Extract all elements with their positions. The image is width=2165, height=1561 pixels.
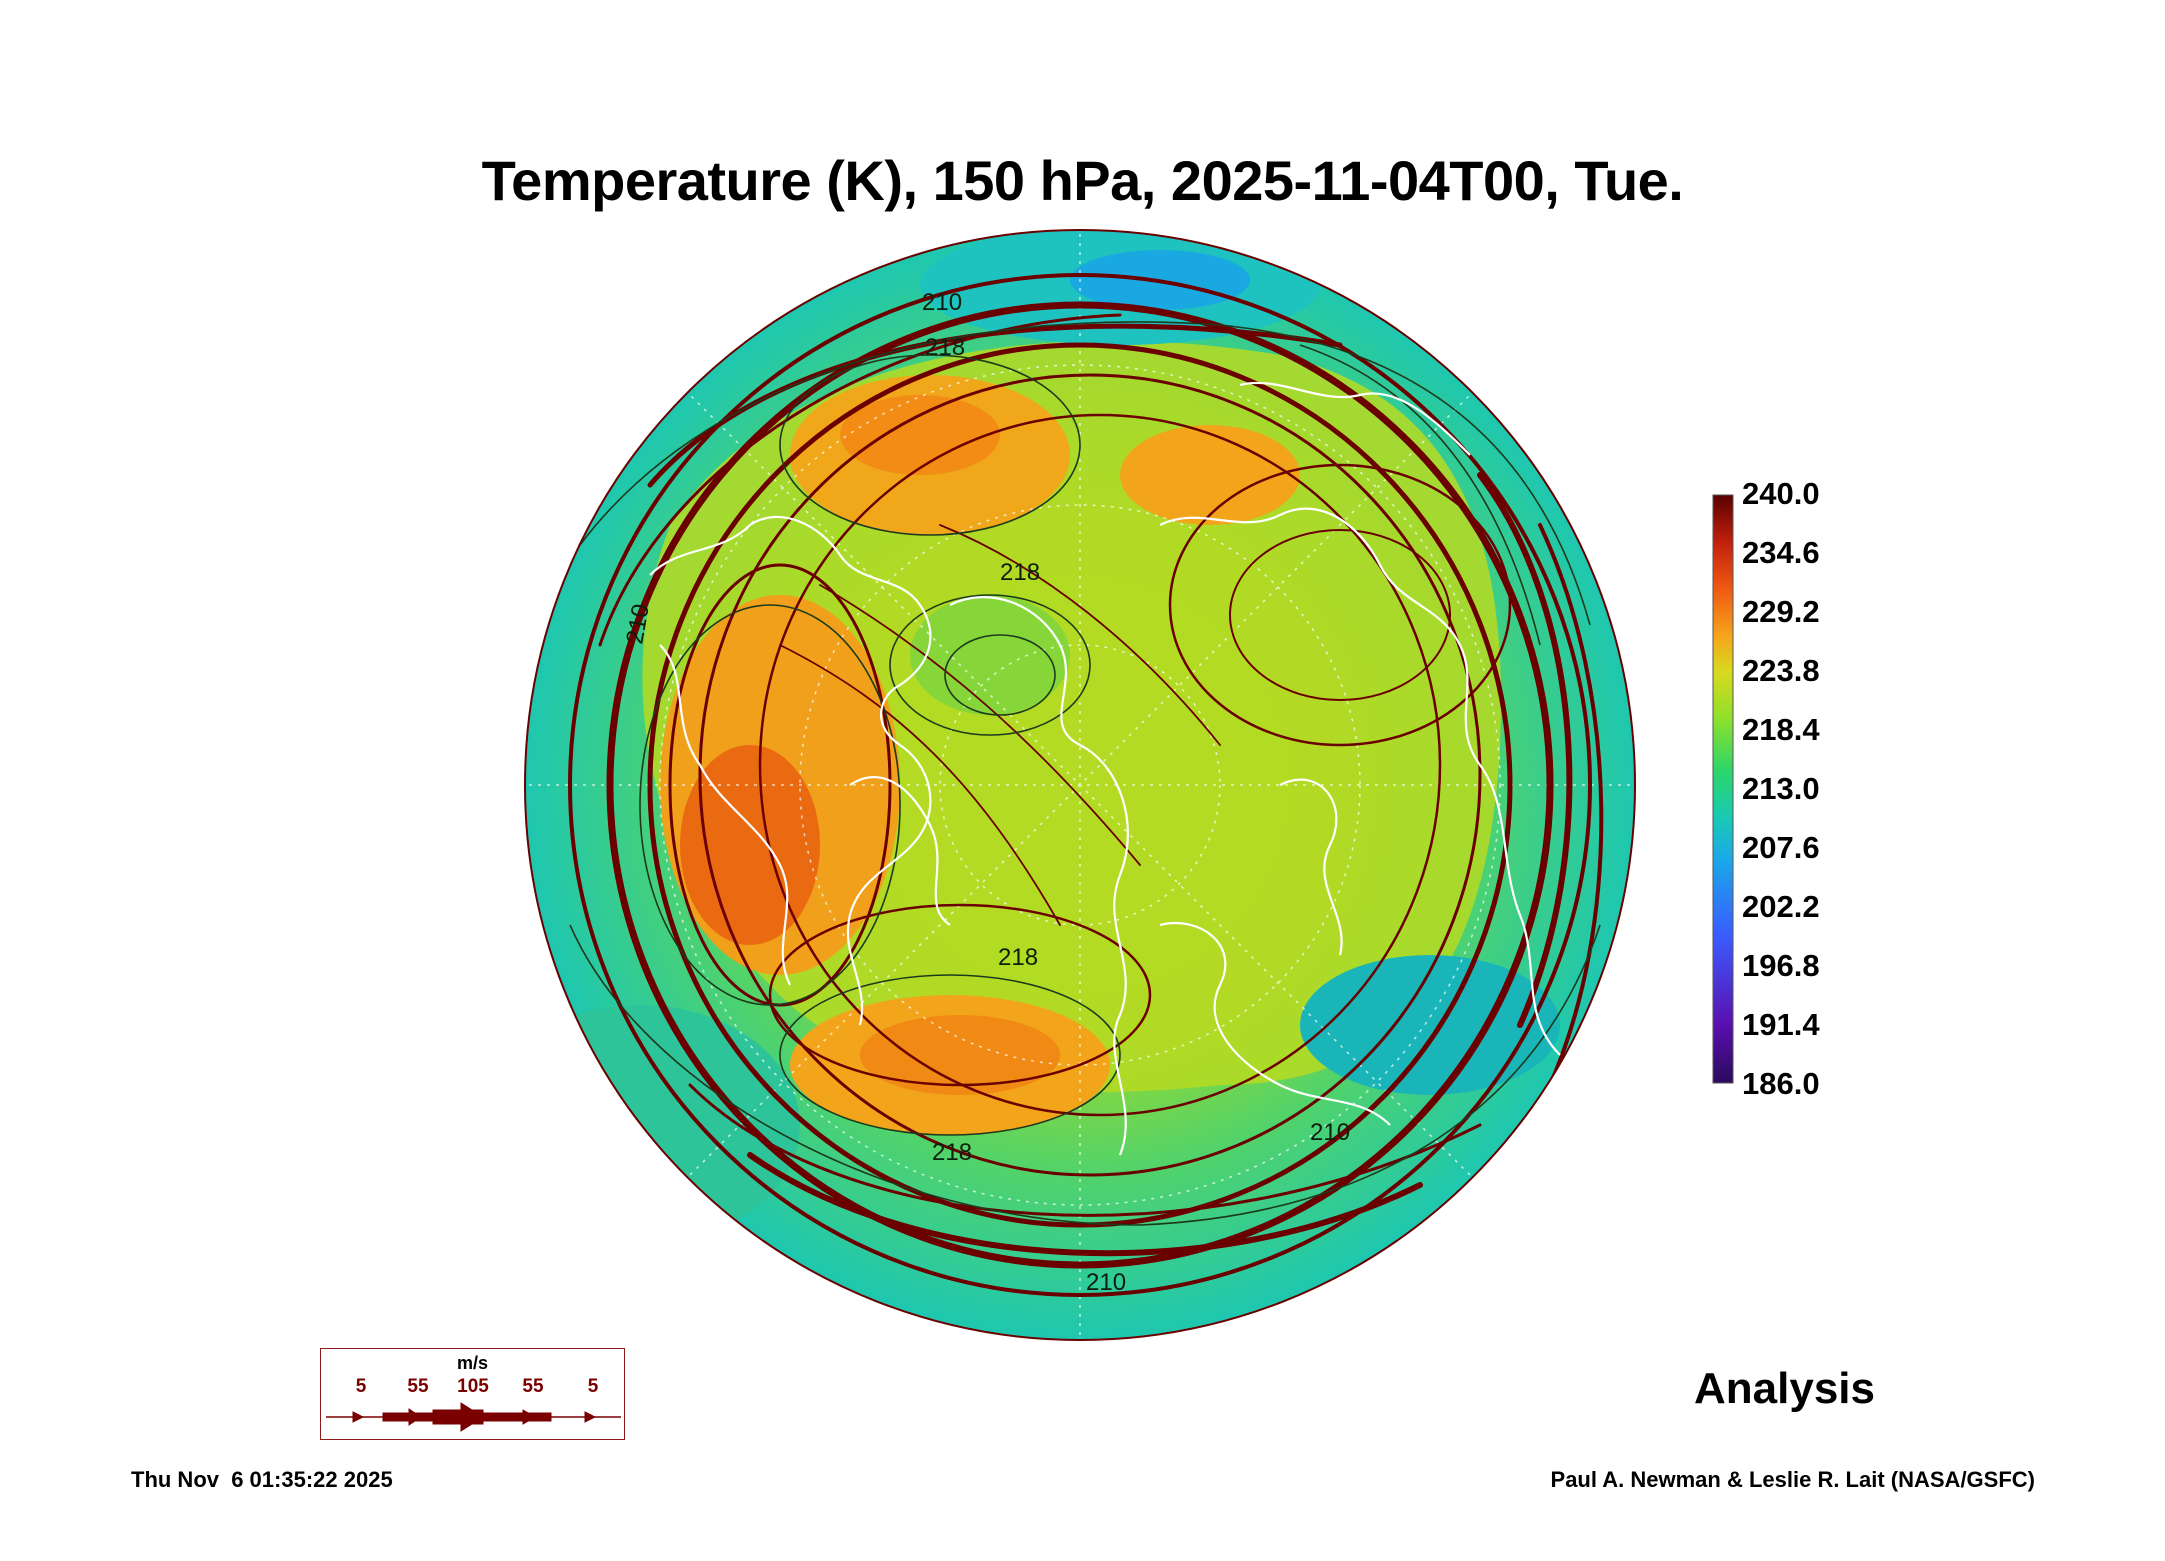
colorbar-tick: 196.8 — [1742, 948, 1820, 983]
contour-label: 218 — [1000, 559, 1040, 586]
colorbar-tick: 240.0 — [1742, 476, 1820, 511]
colorbar-tick: 223.8 — [1742, 653, 1820, 688]
coastlines — [649, 381, 1561, 1156]
warm-patch-ne — [1120, 425, 1300, 525]
colorbar-tick: 229.2 — [1742, 594, 1820, 629]
colorbar-tick: 202.2 — [1742, 889, 1820, 924]
legend-label: 5 — [587, 1376, 599, 1397]
plot-title: Temperature (K), 150 hPa, 2025-11-04T00,… — [481, 149, 1684, 212]
legend-arrow — [326, 1402, 621, 1432]
warm-patch-south-core — [860, 1015, 1060, 1095]
contour-label: 210 — [922, 289, 962, 316]
contour-label: 218 — [932, 1139, 972, 1166]
cool-patch-center — [910, 595, 1070, 715]
legend-label: 5 — [355, 1376, 367, 1397]
warm-patch-north-core — [840, 395, 1000, 475]
legend-label: 105 — [457, 1376, 489, 1397]
legend-label: 55 — [522, 1376, 544, 1397]
colorbar-tick: 186.0 — [1742, 1066, 1820, 1101]
colorbar-tick: 213.0 — [1742, 771, 1820, 806]
colorbar-tick: 191.4 — [1742, 1007, 1820, 1042]
colorbar — [1712, 494, 1734, 1084]
globe-outline — [524, 229, 1636, 1341]
colorbar-tick: 218.4 — [1742, 712, 1820, 747]
temperature-contours — [569, 321, 1601, 1226]
product-label: Analysis — [1694, 1364, 1875, 1413]
contour-label: 218 — [925, 334, 965, 361]
credit: Paul A. Newman & Leslie R. Lait (NASA/GS… — [1550, 1467, 2035, 1492]
graticule — [525, 230, 1635, 1340]
polar-temperature-map[interactable]: 210 218 218 218 210 218 210 210 — [520, 225, 1640, 1345]
colorbar-tick: 234.6 — [1742, 535, 1820, 570]
colorbar-tick: 207.6 — [1742, 830, 1820, 865]
wind-streamlines — [568, 273, 1604, 1297]
contour-label: 218 — [998, 944, 1038, 971]
wind-speed-legend: m/s 5 55 105 55 5 — [320, 1348, 625, 1440]
contour-label: 210 — [1086, 1269, 1126, 1296]
legend-label: 55 — [407, 1376, 429, 1397]
timestamp: Thu Nov 6 01:35:22 2025 — [131, 1467, 393, 1492]
contour-label: 210 — [1310, 1119, 1350, 1146]
legend-unit: m/s — [456, 1353, 489, 1373]
